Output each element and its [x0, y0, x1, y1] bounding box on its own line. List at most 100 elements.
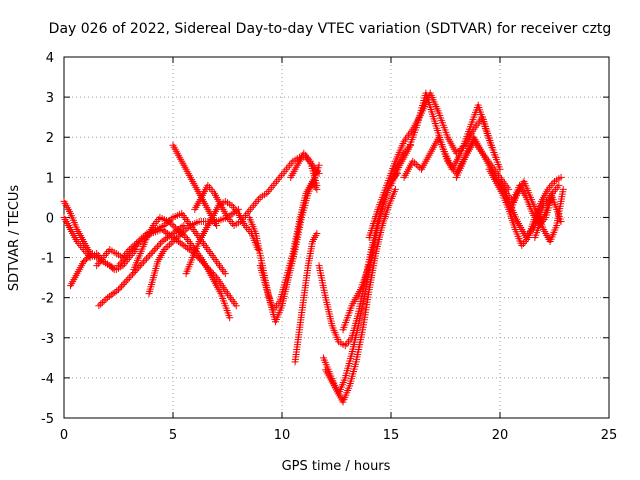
data-point: [152, 244, 160, 252]
data-point: [102, 295, 110, 303]
data-point: [492, 153, 500, 161]
data-point: [141, 256, 149, 264]
data-point: [113, 287, 121, 295]
data-point: [127, 248, 135, 256]
data-point: [165, 231, 173, 239]
data-point: [109, 264, 117, 272]
data-point: [115, 262, 122, 270]
data-point: [95, 302, 103, 310]
data-point: [121, 279, 129, 287]
x-tick-label: 20: [492, 428, 509, 443]
data-point: [173, 225, 181, 233]
data-point: [104, 294, 112, 302]
data-point: [167, 239, 175, 247]
data-point: [164, 229, 172, 237]
data-point: [105, 292, 113, 300]
data-point: [162, 244, 170, 252]
chart-title: Day 026 of 2022, Sidereal Day-to-day VTE…: [49, 21, 612, 37]
data-point: [119, 256, 127, 264]
data-point: [121, 255, 129, 263]
data-point: [98, 298, 106, 306]
data-point: [178, 240, 186, 248]
data-point: [555, 181, 563, 189]
data-point: [153, 243, 161, 251]
data-point: [97, 300, 105, 308]
data-point: [111, 288, 119, 296]
data-point: [365, 262, 373, 270]
data-point: [146, 251, 154, 259]
data-point: [559, 185, 567, 193]
y-tick-label: -3: [41, 332, 54, 347]
data-point: [149, 248, 157, 256]
data-point: [125, 250, 133, 258]
data-point: [155, 241, 163, 249]
data-point: [144, 253, 152, 261]
data-point: [118, 282, 126, 290]
data-point: [557, 217, 565, 225]
data-point: [109, 290, 117, 298]
data-point: [185, 223, 193, 231]
data-point: [178, 223, 186, 231]
plot-frame: [63, 56, 610, 419]
x-tick-label: 5: [169, 428, 177, 443]
data-point: [138, 260, 146, 268]
data-series: [291, 229, 321, 366]
data-point: [171, 236, 179, 244]
data-point: [170, 222, 178, 230]
y-tick-label: 4: [46, 51, 54, 66]
data-point: [226, 314, 234, 322]
data-point: [100, 297, 108, 305]
data-point: [162, 235, 170, 243]
data-point: [118, 258, 126, 266]
y-tick-label: -1: [41, 252, 54, 267]
data-point: [176, 231, 184, 239]
data-series: [531, 193, 565, 241]
data-point: [315, 161, 323, 169]
data-point: [122, 277, 130, 285]
x-tick-label: 0: [60, 428, 68, 443]
data-point: [116, 284, 124, 292]
data-point: [127, 272, 135, 280]
data-point: [125, 274, 133, 282]
axis-ticks: [63, 56, 610, 419]
y-tick-label: 1: [46, 171, 54, 186]
data-point: [412, 160, 420, 168]
data-points: [60, 89, 567, 406]
data-point: [143, 255, 151, 263]
data-point: [227, 211, 235, 219]
data-point: [167, 232, 175, 240]
data-point: [172, 234, 180, 242]
data-point: [411, 159, 419, 167]
data-point: [135, 239, 143, 247]
x-axis-tick-labels: 0 5 10 15 20 25: [60, 428, 617, 443]
data-point: [181, 226, 189, 234]
x-axis-label: GPS time / hours: [282, 459, 391, 474]
data-point: [183, 225, 191, 233]
data-point: [147, 250, 155, 258]
data-point: [178, 229, 186, 237]
data-point: [107, 291, 115, 299]
data-point: [391, 185, 399, 193]
data-point: [130, 244, 138, 252]
data-point: [157, 239, 165, 247]
data-series: [339, 262, 373, 334]
data-point: [124, 251, 132, 259]
data-point: [158, 225, 166, 233]
data-series: [322, 141, 415, 398]
data-point: [409, 157, 417, 165]
data-point: [160, 236, 168, 244]
data-point: [139, 258, 147, 266]
data-point: [213, 221, 221, 229]
data-point: [110, 266, 118, 274]
data-point: [150, 246, 158, 254]
y-tick-label: 3: [46, 91, 54, 106]
data-point: [133, 241, 141, 249]
data-point: [119, 280, 127, 288]
data-point: [176, 239, 184, 247]
data-point: [122, 253, 130, 261]
data-point: [166, 219, 174, 227]
data-series: [287, 149, 321, 189]
x-tick-label: 25: [601, 428, 618, 443]
data-point: [129, 270, 137, 278]
